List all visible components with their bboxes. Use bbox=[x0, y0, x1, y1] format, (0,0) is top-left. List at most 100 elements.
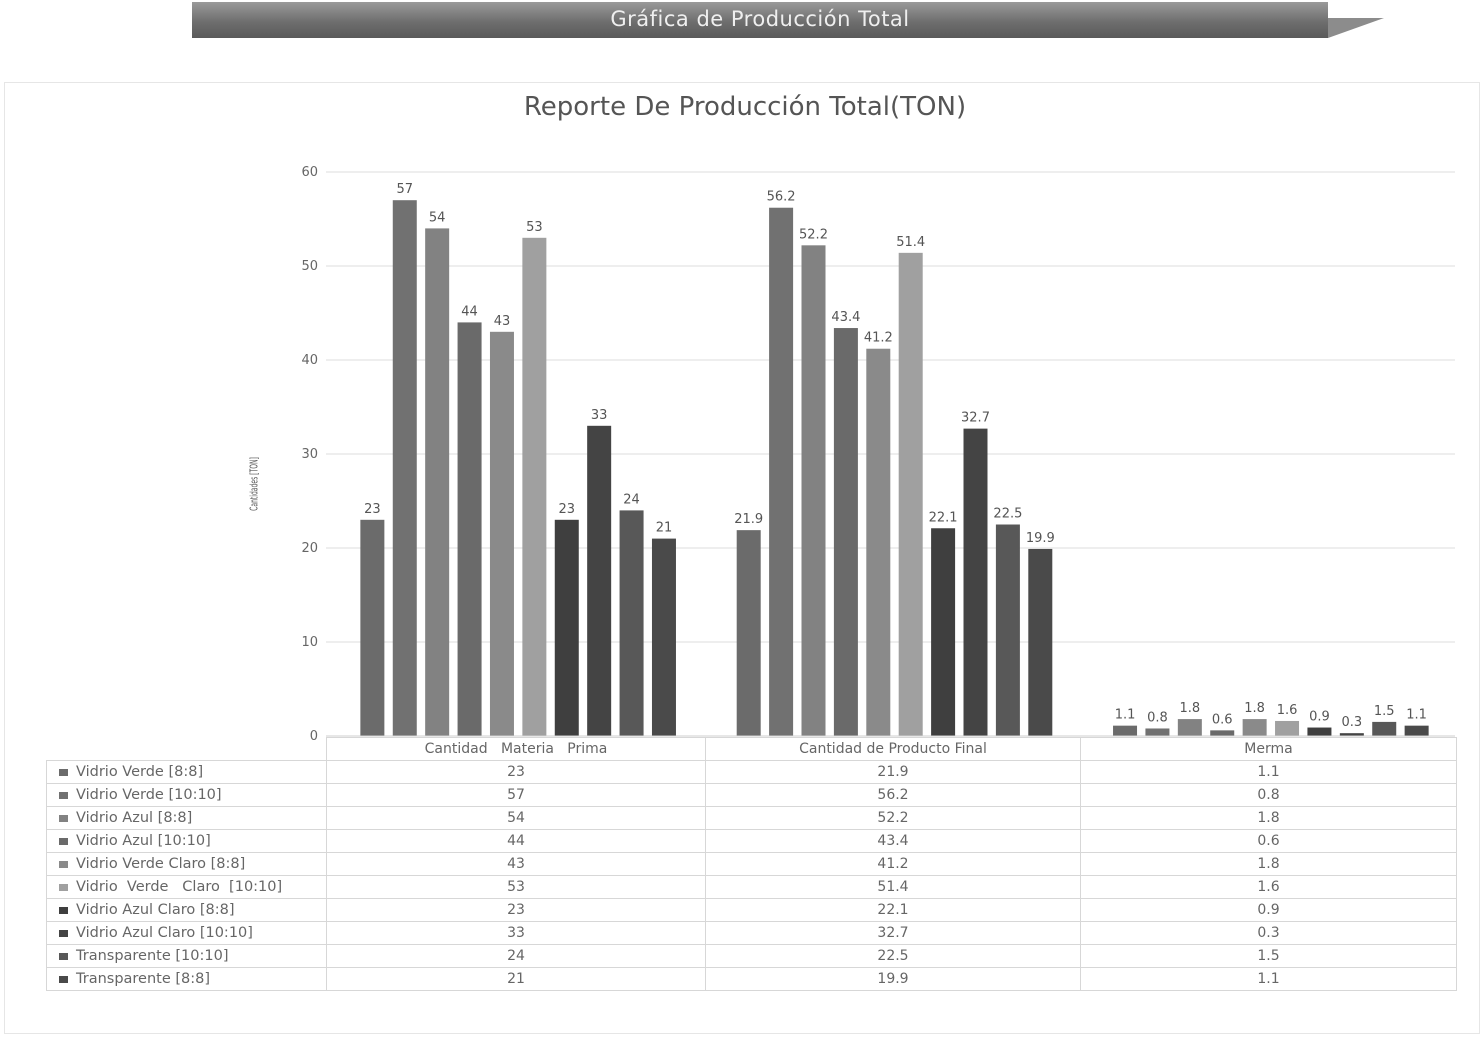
data-label: 32.7 bbox=[961, 411, 990, 426]
data-label: 24 bbox=[623, 492, 640, 507]
legend-entry: Vidrio Azul [8:8] bbox=[46, 806, 327, 830]
table-cell-value: 22.5 bbox=[705, 944, 1081, 968]
legend-swatch bbox=[59, 860, 68, 868]
category-label: Merma bbox=[1080, 737, 1457, 761]
data-label: 53 bbox=[526, 220, 543, 235]
bar bbox=[651, 538, 676, 736]
legend-entry: Vidrio Azul Claro [8:8] bbox=[46, 898, 327, 922]
data-label: 23 bbox=[558, 502, 575, 517]
bar bbox=[833, 328, 858, 736]
data-label: 43.4 bbox=[831, 310, 860, 325]
bar bbox=[425, 228, 450, 736]
table-cell-value: 22.1 bbox=[705, 898, 1081, 922]
bar bbox=[801, 245, 826, 736]
table-row: Vidrio Verde [10:10] 57 56.2 0.8 bbox=[46, 783, 1457, 807]
table-cell-value: 23 bbox=[326, 898, 706, 922]
table-row: Vidrio Azul Claro [10:10] 33 32.7 0.3 bbox=[46, 921, 1457, 945]
bar bbox=[1177, 719, 1202, 736]
bar bbox=[736, 530, 761, 736]
data-label: 0.9 bbox=[1309, 710, 1330, 725]
data-label: 21.9 bbox=[734, 512, 763, 527]
y-tick-label: 20 bbox=[301, 541, 318, 556]
series-name: Transparente [10:10] bbox=[76, 948, 229, 964]
table-cell-value: 21.9 bbox=[705, 760, 1081, 784]
data-label: 41.2 bbox=[864, 331, 893, 346]
data-label: 1.6 bbox=[1277, 703, 1298, 718]
data-label: 1.8 bbox=[1179, 701, 1200, 716]
series-name: Vidrio Azul [10:10] bbox=[76, 833, 211, 849]
table-cell-value: 32.7 bbox=[705, 921, 1081, 945]
data-label: 43 bbox=[494, 314, 511, 329]
bar bbox=[1145, 728, 1170, 736]
table-header-row: Cantidad Materia Prima Cantidad de Produc… bbox=[46, 737, 1457, 761]
table-cell-value: 0.8 bbox=[1080, 783, 1457, 807]
table-row: Vidrio Verde [8:8] 23 21.9 1.1 bbox=[46, 760, 1457, 784]
series-name: Vidrio Verde Claro [10:10] bbox=[76, 879, 283, 895]
bar bbox=[1372, 721, 1397, 736]
bar bbox=[1339, 733, 1364, 736]
table-cell-value: 21 bbox=[326, 967, 706, 991]
data-label: 57 bbox=[396, 182, 413, 197]
table-cell-value: 54 bbox=[326, 806, 706, 830]
table-cell-value: 1.8 bbox=[1080, 806, 1457, 830]
data-table: Cantidad Materia Prima Cantidad de Produc… bbox=[46, 737, 1457, 991]
table-cell-value: 1.6 bbox=[1080, 875, 1457, 899]
bar bbox=[1113, 725, 1138, 736]
data-label: 54 bbox=[429, 210, 446, 225]
bar bbox=[769, 207, 794, 737]
legend-entry: Transparente [10:10] bbox=[46, 944, 327, 968]
bar bbox=[1242, 719, 1267, 736]
data-label: 56.2 bbox=[767, 190, 796, 205]
y-tick-label: 10 bbox=[301, 635, 318, 650]
bar bbox=[360, 519, 385, 736]
data-label: 33 bbox=[591, 408, 608, 423]
table-cell-value: 51.4 bbox=[705, 875, 1081, 899]
data-label: 19.9 bbox=[1026, 531, 1055, 546]
legend-swatch bbox=[59, 814, 68, 822]
table-cell-value: 1.5 bbox=[1080, 944, 1457, 968]
table-cell-value: 43 bbox=[326, 852, 706, 876]
legend-swatch bbox=[59, 791, 68, 799]
table-cell-value: 56.2 bbox=[705, 783, 1081, 807]
bar bbox=[522, 237, 547, 737]
legend-entry: Vidrio Verde [8:8] bbox=[46, 760, 327, 784]
legend-entry: Vidrio Verde Claro [10:10] bbox=[46, 875, 327, 899]
bar bbox=[457, 322, 482, 736]
table-cell-value: 43.4 bbox=[705, 829, 1081, 853]
y-tick-label: 50 bbox=[301, 259, 318, 274]
legend-swatch bbox=[59, 929, 68, 937]
bar bbox=[392, 200, 417, 736]
data-label: 0.8 bbox=[1147, 710, 1168, 725]
data-label: 51.4 bbox=[896, 235, 925, 250]
bar bbox=[1404, 725, 1429, 736]
series-name: Vidrio Verde [8:8] bbox=[76, 764, 204, 780]
data-label: 44 bbox=[461, 304, 478, 319]
banner-tail-decoration bbox=[1328, 18, 1384, 38]
y-tick-label: 30 bbox=[301, 447, 318, 462]
bar bbox=[963, 428, 988, 736]
data-label: 0.3 bbox=[1341, 715, 1362, 730]
series-name: Vidrio Verde Claro [8:8] bbox=[76, 856, 246, 872]
series-name: Vidrio Azul Claro [8:8] bbox=[76, 902, 235, 918]
legend-entry: Vidrio Azul [10:10] bbox=[46, 829, 327, 853]
table-cell-value: 33 bbox=[326, 921, 706, 945]
bar bbox=[1210, 730, 1235, 736]
data-label: 1.5 bbox=[1374, 704, 1395, 719]
y-tick-label: 0 bbox=[310, 729, 318, 744]
legend-entry: Vidrio Verde Claro [8:8] bbox=[46, 852, 327, 876]
bar bbox=[587, 425, 612, 736]
table-cell-value: 44 bbox=[326, 829, 706, 853]
bar bbox=[1028, 548, 1053, 736]
table-cell-value: 1.1 bbox=[1080, 967, 1457, 991]
table-cell-value: 1.8 bbox=[1080, 852, 1457, 876]
table-cell-value: 24 bbox=[326, 944, 706, 968]
banner-title: Gráfica de Producción Total bbox=[192, 2, 1328, 38]
data-label: 23 bbox=[364, 502, 381, 517]
legend-entry: Vidrio Azul Claro [10:10] bbox=[46, 921, 327, 945]
legend-entry: Transparente [8:8] bbox=[46, 967, 327, 991]
legend-swatch bbox=[59, 952, 68, 960]
table-cell-value: 53 bbox=[326, 875, 706, 899]
data-label: 21 bbox=[656, 521, 673, 536]
table-row: Vidrio Azul [10:10] 44 43.4 0.6 bbox=[46, 829, 1457, 853]
bar bbox=[898, 252, 923, 736]
